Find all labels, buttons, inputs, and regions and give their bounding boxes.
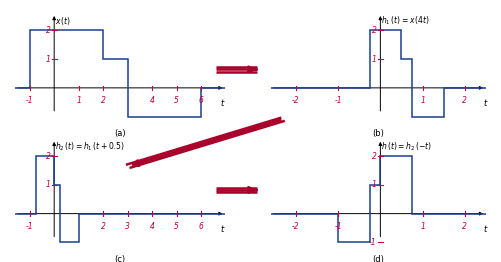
Text: -1: -1 (26, 96, 34, 105)
Text: $t$: $t$ (220, 223, 226, 234)
Text: $h_1\,(t) = x\,(4t)$: $h_1\,(t) = x\,(4t)$ (381, 15, 430, 27)
Text: 2: 2 (462, 222, 467, 231)
Text: 2: 2 (462, 96, 467, 105)
Text: 6: 6 (198, 96, 203, 105)
Text: $h\,(t) = h_2\,(-t)$: $h\,(t) = h_2\,(-t)$ (381, 140, 432, 153)
Text: 1: 1 (46, 54, 51, 64)
Text: 1: 1 (46, 180, 51, 189)
Text: $x\,(t)$: $x\,(t)$ (55, 15, 71, 27)
Text: $t$: $t$ (220, 97, 226, 108)
Text: (b): (b) (372, 129, 384, 138)
Text: 1: 1 (76, 96, 81, 105)
Text: 5: 5 (174, 96, 179, 105)
Text: 2: 2 (372, 152, 376, 161)
Text: -1: -1 (369, 238, 376, 247)
Text: 4: 4 (150, 96, 154, 105)
Text: 1: 1 (372, 180, 376, 189)
Text: 2: 2 (101, 222, 106, 231)
Text: 2: 2 (46, 26, 51, 35)
Text: -1: -1 (26, 222, 34, 231)
Text: -1: -1 (334, 96, 342, 105)
Text: -1: -1 (334, 222, 342, 231)
Text: $t$: $t$ (483, 223, 488, 234)
Text: -2: -2 (292, 96, 300, 105)
Text: -2: -2 (292, 222, 300, 231)
Text: $t$: $t$ (483, 97, 488, 108)
Text: 2: 2 (372, 26, 376, 35)
Text: (c): (c) (115, 255, 126, 262)
Text: 1: 1 (372, 54, 376, 64)
Text: (d): (d) (372, 255, 384, 262)
Text: 1: 1 (420, 96, 425, 105)
Text: (a): (a) (114, 129, 126, 138)
Text: $h_2\,(t) = h_1\,(t+0.5)$: $h_2\,(t) = h_1\,(t+0.5)$ (55, 140, 124, 153)
Text: 6: 6 (198, 222, 203, 231)
Text: 1: 1 (420, 222, 425, 231)
Text: 5: 5 (174, 222, 179, 231)
Text: 4: 4 (150, 222, 154, 231)
Text: 2: 2 (46, 152, 51, 161)
Text: 2: 2 (101, 96, 106, 105)
Text: 3: 3 (125, 222, 130, 231)
